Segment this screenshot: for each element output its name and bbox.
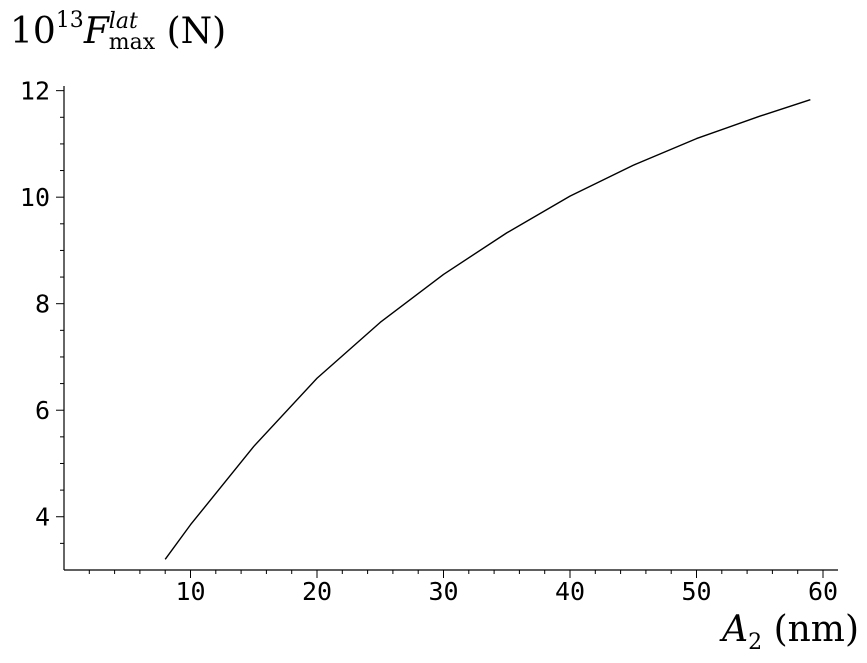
x-label-unit: (nm) [773,609,859,650]
y-tick-label: 4 [35,503,50,532]
x-label-symbol: A [722,609,749,650]
y-label-exponent: 13 [55,8,84,33]
tick-labels: 10 20 30 40 50 60 4 6 8 10 12 [20,77,838,606]
x-tick-label: 50 [681,577,711,606]
series-line [164,99,811,560]
y-label-superscript: lat [108,9,138,35]
x-tick-label: 30 [428,577,458,606]
x-tick-label: 10 [175,577,205,606]
y-label-symbol: F [83,11,109,52]
x-axis-label: A2 (nm) [722,612,859,654]
x-tick-label: 40 [555,577,585,606]
y-label-prefix: 10 [10,11,56,52]
y-tick-label: 6 [35,396,50,425]
x-tick-label: 20 [302,577,332,606]
y-label-scripts: lat max [108,9,156,55]
y-tick-label: 12 [20,77,50,106]
y-tick-label: 8 [35,290,50,319]
axes [63,86,838,571]
y-tick-label: 10 [20,183,50,212]
y-label-subscript: max [108,30,156,55]
y-label-unit: (N) [166,11,227,52]
ticks [56,90,824,578]
series [164,99,811,560]
x-tick-label: 60 [808,577,838,606]
x-label-subscript: 2 [748,630,763,655]
y-axis-label: 1013F lat max (N) [10,10,226,54]
